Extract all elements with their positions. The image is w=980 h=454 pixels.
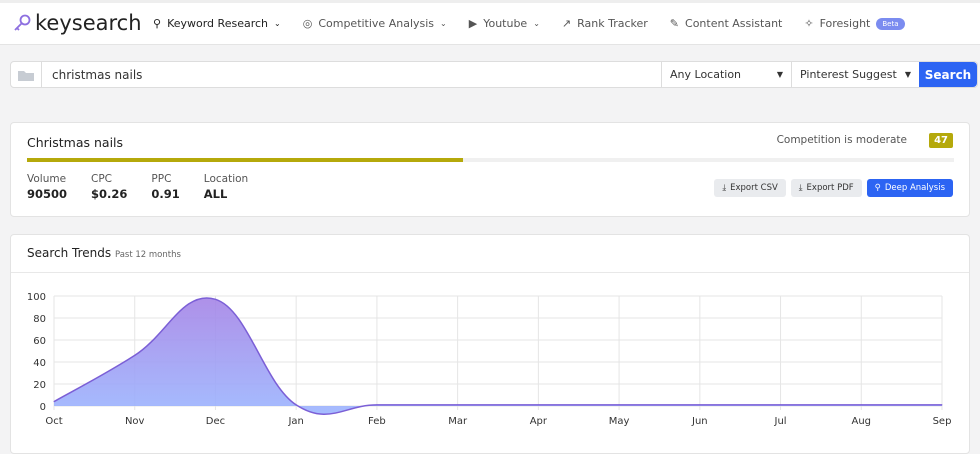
chevron-down-icon: ⌄	[533, 19, 540, 28]
stat-volume: Volume 90500	[27, 173, 67, 201]
nav-label: Competitive Analysis	[318, 17, 435, 30]
x-tick-label: Oct	[45, 416, 62, 427]
search-icon: ⚲	[153, 17, 162, 30]
download-icon: ⤓	[722, 183, 727, 193]
data-point	[134, 354, 136, 356]
nav-label: Foresight	[819, 17, 871, 30]
export-csv-button[interactable]: ⤓ Export CSV	[714, 179, 786, 197]
x-tick-label: Nov	[125, 416, 145, 427]
stat-label: CPC	[91, 173, 113, 185]
search-button[interactable]: Search	[919, 62, 977, 87]
sparkle-icon: ✧	[804, 17, 814, 30]
youtube-icon: ▶	[468, 17, 478, 30]
trends-title-text: Search Trends	[27, 246, 112, 260]
trends-title: Search Trends Past 12 months	[27, 246, 181, 260]
trend-icon: ↗	[561, 17, 572, 30]
x-tick-label: Jan	[287, 416, 303, 427]
keyword-summary-card: Christmas nails Competition is moderate …	[10, 122, 970, 217]
x-tick-label: Sep	[933, 416, 952, 427]
nav-content-assistant[interactable]: ✎ Content Assistant	[670, 17, 783, 30]
export-pdf-button[interactable]: ⤓ Export PDF	[790, 179, 862, 197]
key-icon	[14, 14, 31, 31]
stat-label: PPC	[151, 173, 172, 185]
search-bar: Any Location ▼ Pinterest Suggest ▼ Search	[10, 61, 978, 88]
divider	[11, 272, 969, 273]
competition-score-badge: 47	[929, 133, 953, 148]
x-tick-label: Jul	[774, 416, 787, 427]
export-pdf-label: Export PDF	[806, 183, 854, 193]
data-point	[457, 404, 459, 406]
x-tick-label: Feb	[368, 416, 386, 427]
keyword-input[interactable]	[42, 62, 661, 87]
stat-value: 0.91	[151, 187, 180, 201]
folder-icon[interactable]	[11, 62, 42, 87]
data-point	[618, 404, 620, 406]
x-tick-label: May	[609, 416, 630, 427]
competition-bar-fill	[27, 158, 463, 162]
y-tick-label: 40	[33, 358, 46, 369]
deep-analysis-button[interactable]: ⚲ Deep Analysis	[866, 179, 953, 197]
feather-icon: ✎	[669, 17, 680, 30]
stat-ppc: PPC 0.91	[151, 173, 179, 201]
y-tick-label: 20	[33, 380, 46, 391]
data-point	[376, 404, 378, 406]
x-tick-label: Aug	[852, 416, 872, 427]
nav-label: Content Assistant	[685, 17, 783, 30]
y-tick-label: 80	[33, 314, 46, 325]
trends-subtitle: Past 12 months	[114, 250, 181, 260]
logo[interactable]: keysearch	[12, 11, 142, 35]
trend-area	[54, 297, 942, 415]
y-tick-label: 0	[40, 402, 46, 413]
y-tick-label: 100	[27, 292, 46, 303]
trend-chart: 0 20 40 60 80 100 Oct Nov Dec Jan Feb Mar Apr May Jun J…	[27, 292, 952, 427]
stat-label: Volume	[27, 173, 67, 185]
stat-location: Location ALL	[204, 173, 248, 201]
data-point	[295, 404, 297, 406]
caret-down-icon: ▼	[776, 70, 783, 79]
source-select[interactable]: Pinterest Suggest ▼	[791, 62, 919, 87]
location-select[interactable]: Any Location ▼	[661, 62, 791, 87]
chevron-down-icon: ⌄	[274, 19, 281, 28]
location-value: Any Location	[670, 68, 742, 81]
y-tick-label: 60	[33, 336, 46, 347]
x-tick-label: Jun	[691, 416, 708, 427]
logo-text: keysearch	[35, 11, 142, 35]
nav-youtube[interactable]: ▶ Youtube ⌄	[469, 17, 540, 30]
stat-value: $0.26	[91, 187, 128, 201]
download-icon: ⤓	[798, 183, 803, 193]
data-point	[780, 404, 782, 406]
competition-bar	[27, 158, 954, 162]
deep-analysis-label: Deep Analysis	[884, 183, 945, 193]
nav-label: Rank Tracker	[577, 17, 648, 30]
x-tick-label: Mar	[448, 416, 468, 427]
beta-badge: Beta	[876, 17, 905, 30]
x-tick-label: Apr	[530, 416, 548, 427]
nav-foresight[interactable]: ✧ Foresight Beta	[804, 17, 905, 30]
nav-competitive-analysis[interactable]: ◎ Competitive Analysis ⌄	[303, 17, 447, 30]
competition-text: Competition is moderate	[776, 134, 907, 146]
data-point	[860, 404, 862, 406]
nav-rank-tracker[interactable]: ↗ Rank Tracker	[562, 17, 648, 30]
nav-label: Youtube	[483, 17, 528, 30]
caret-down-icon: ▼	[904, 70, 911, 79]
data-point	[53, 401, 55, 403]
stat-value: ALL	[203, 187, 228, 201]
stat-value: 90500	[27, 187, 68, 201]
keyword-title: Christmas nails	[27, 135, 124, 150]
source-value: Pinterest Suggest	[800, 68, 897, 81]
top-nav: keysearch ⚲ Keyword Research ⌄ ◎ Competitive…	[0, 0, 980, 45]
x-tick-label: Dec	[206, 416, 225, 427]
data-point	[214, 298, 216, 300]
data-point	[537, 404, 539, 406]
data-point	[699, 404, 701, 406]
nav-keyword-research[interactable]: ⚲ Keyword Research ⌄	[153, 17, 281, 30]
chevron-down-icon: ⌄	[440, 19, 447, 28]
data-point	[941, 404, 943, 406]
target-icon: ◎	[302, 17, 313, 30]
stat-label: Location	[203, 173, 249, 185]
stat-cpc: CPC $0.26	[91, 173, 127, 201]
export-csv-label: Export CSV	[730, 183, 778, 193]
search-icon: ⚲	[874, 183, 881, 193]
nav-label: Keyword Research	[167, 17, 268, 30]
